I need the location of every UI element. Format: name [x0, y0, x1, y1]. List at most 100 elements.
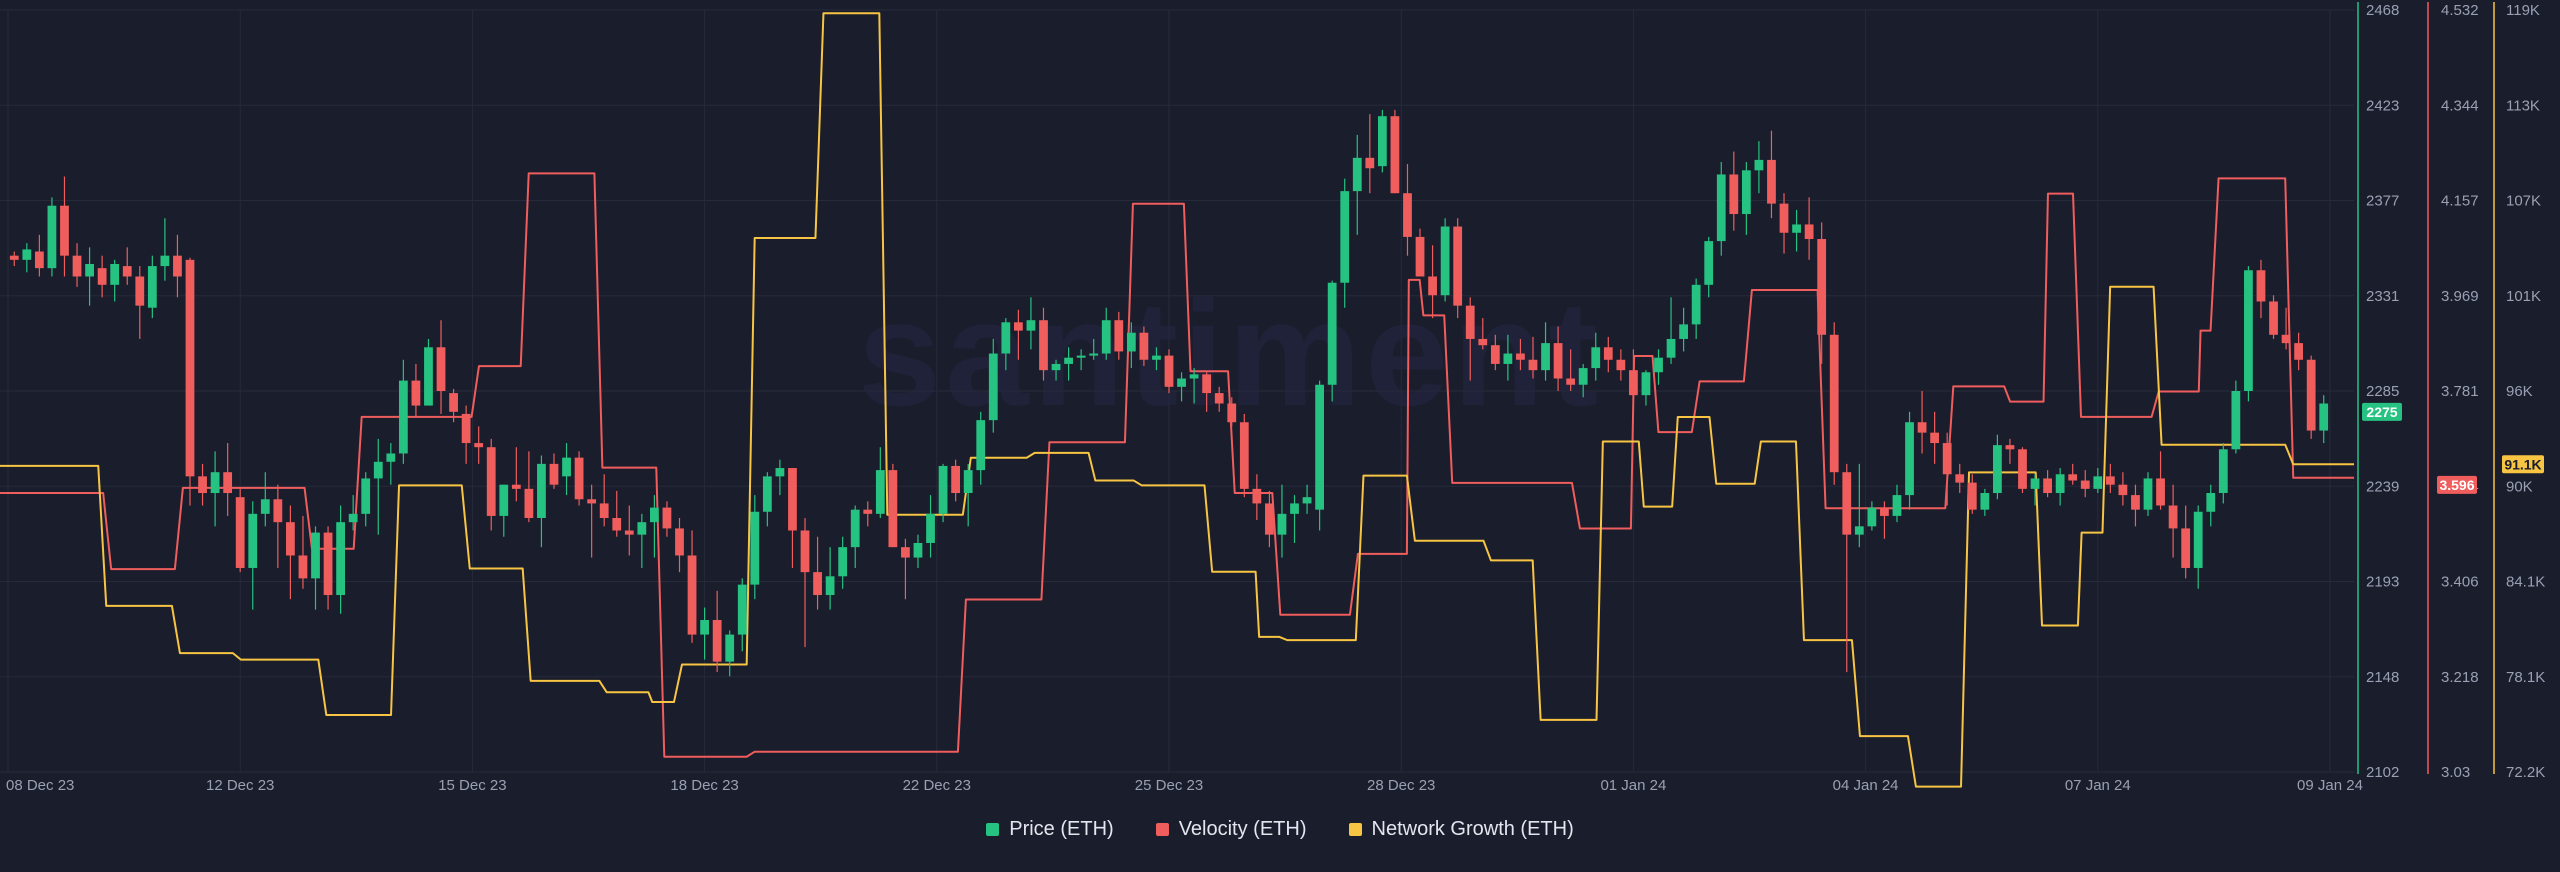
- candle: [2131, 484, 2140, 527]
- candle: [461, 405, 471, 464]
- candle: [1089, 338, 1099, 360]
- candle: [850, 505, 860, 568]
- candle-body: [1352, 157, 1362, 192]
- candle: [1365, 114, 1375, 194]
- candle-body: [298, 555, 308, 579]
- network-growth-tick-label: 84.1K: [2506, 574, 2545, 591]
- candle-body: [9, 255, 19, 260]
- candle-body: [1917, 422, 1927, 433]
- badge-bg: [2502, 455, 2544, 474]
- candle-body: [1302, 497, 1312, 504]
- velocity-tick-label: 3.969: [2441, 288, 2479, 305]
- candle-body: [47, 205, 57, 269]
- candle-body: [1541, 343, 1550, 371]
- candle: [549, 453, 559, 489]
- candle-body: [1942, 443, 1952, 475]
- candle-body: [2281, 334, 2291, 344]
- candle-body: [1503, 353, 1513, 364]
- legend-label: Velocity (ETH): [1178, 818, 1307, 840]
- candle: [1930, 411, 1940, 464]
- candle-body: [323, 532, 333, 596]
- candle: [1641, 370, 1651, 406]
- candle: [348, 495, 358, 531]
- candle: [712, 590, 722, 673]
- candle: [198, 463, 207, 506]
- legend-item-price[interactable]: Price (ETH): [986, 818, 1114, 841]
- candle: [311, 526, 320, 610]
- candle: [2005, 438, 2015, 464]
- candle: [2080, 470, 2090, 498]
- candle: [675, 518, 684, 573]
- network-growth-tick-label: 119K: [2506, 2, 2540, 19]
- candle: [687, 530, 697, 643]
- badge-value: 91.1K: [2504, 456, 2541, 472]
- candle-body: [486, 447, 496, 516]
- candle-body: [474, 443, 484, 448]
- candle: [700, 607, 709, 660]
- velocity-line: [0, 172, 2354, 758]
- candle: [762, 472, 772, 527]
- candle-body: [1327, 282, 1337, 385]
- candle-body: [1440, 226, 1450, 296]
- candle: [2018, 447, 2027, 494]
- candle: [2269, 295, 2278, 339]
- candle-body: [210, 472, 220, 494]
- candle-body: [938, 465, 948, 514]
- candle-body: [650, 507, 659, 523]
- candle-body: [373, 461, 383, 479]
- candle-body: [838, 547, 848, 577]
- candle: [1076, 349, 1086, 371]
- candle: [1340, 178, 1350, 308]
- badge-value: 3.596: [2439, 477, 2474, 493]
- candle: [1754, 141, 1764, 194]
- candle-body: [1152, 355, 1161, 360]
- candle-body: [2306, 359, 2316, 431]
- legend-item-velocity[interactable]: Velocity (ETH): [1155, 818, 1307, 841]
- candle: [386, 443, 396, 485]
- candle-body: [1842, 472, 1852, 535]
- candle: [1290, 495, 1299, 543]
- price-tick-label: 2239: [2366, 478, 2399, 495]
- price-tick-label: 2285: [2366, 383, 2399, 400]
- candle-body: [122, 266, 132, 277]
- candle: [2030, 474, 2040, 506]
- candle: [1252, 474, 1262, 521]
- candle: [1277, 484, 1287, 558]
- price-current-badge: 2275: [2362, 402, 2402, 421]
- candle-body: [398, 380, 408, 454]
- candle: [1854, 463, 1864, 548]
- candle-body: [675, 528, 684, 556]
- candle: [788, 468, 797, 568]
- candle: [1842, 463, 1852, 673]
- candle: [122, 247, 132, 285]
- candle: [562, 443, 571, 496]
- candle-body: [875, 470, 885, 514]
- candle-body: [2105, 476, 2115, 485]
- candle: [1302, 484, 1312, 514]
- candle-body: [1277, 513, 1287, 535]
- legend-item-network-growth[interactable]: Network Growth (ETH): [1348, 818, 1574, 841]
- candle: [1629, 349, 1638, 402]
- candle-body: [1528, 359, 1538, 371]
- candle: [988, 338, 998, 433]
- candle-body: [449, 393, 458, 412]
- candle-body: [1252, 488, 1262, 504]
- candle-body: [286, 522, 295, 556]
- candle: [888, 463, 898, 548]
- candle: [2143, 472, 2153, 516]
- candle-body: [988, 353, 998, 421]
- candle: [2256, 259, 2266, 319]
- candle-body: [762, 476, 772, 512]
- candle-body: [1026, 320, 1036, 331]
- candle: [1327, 280, 1337, 402]
- candle: [1390, 109, 1400, 194]
- candle: [2281, 307, 2291, 350]
- candle: [2055, 468, 2065, 506]
- candle-body: [173, 255, 182, 277]
- candle: [863, 501, 873, 527]
- candle: [1189, 368, 1199, 404]
- candle: [2105, 463, 2115, 494]
- candle: [1126, 322, 1136, 369]
- candle: [1967, 474, 1977, 514]
- grid: [0, 9, 2354, 773]
